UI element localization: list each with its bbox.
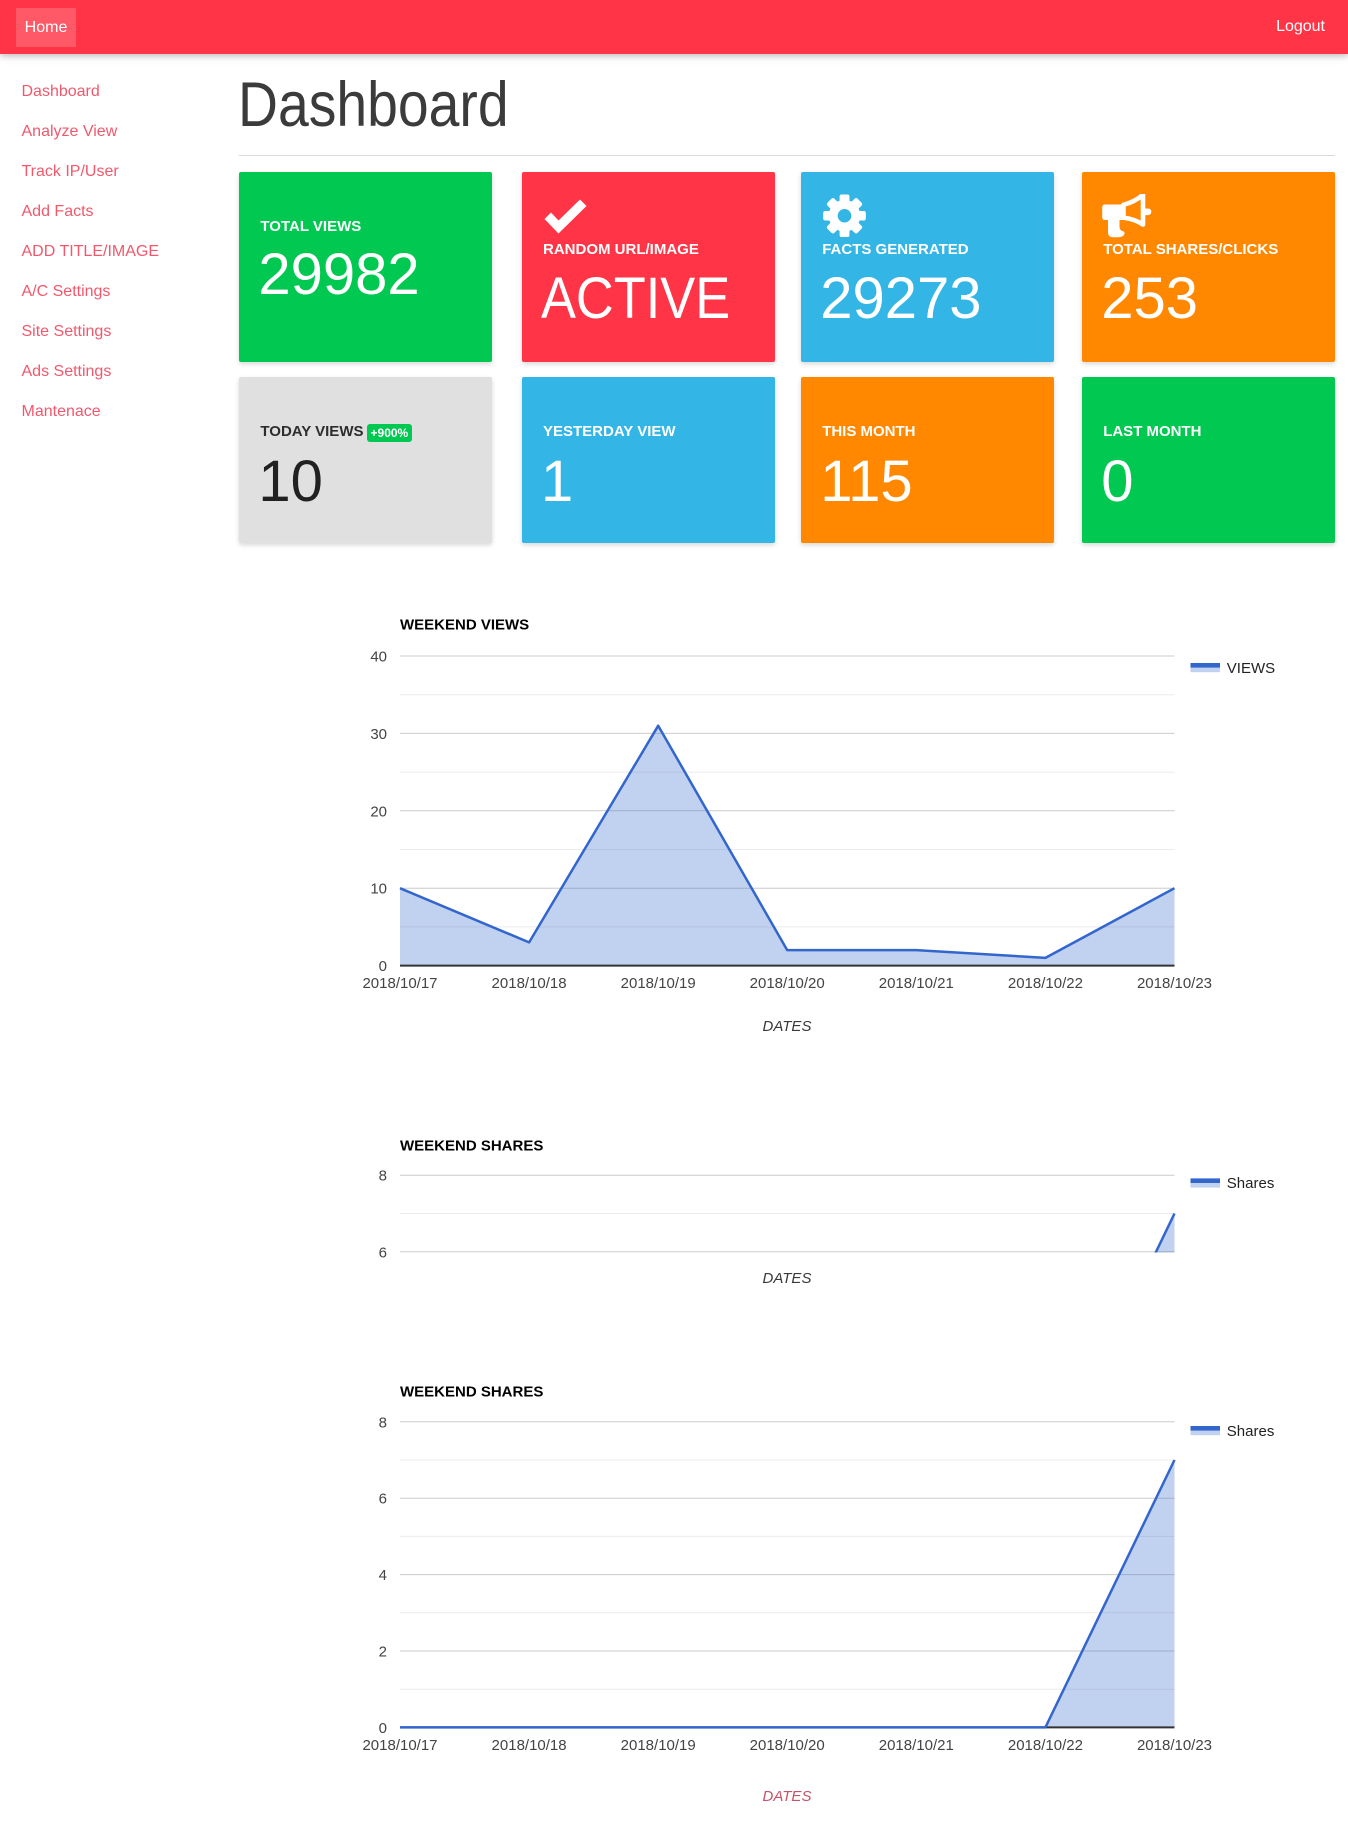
svg-text:WEEKEND SHARES: WEEKEND SHARES: [400, 1138, 543, 1155]
svg-text:8: 8: [379, 1414, 387, 1431]
svg-text:2018/10/22: 2018/10/22: [1008, 975, 1083, 992]
svg-text:2: 2: [379, 1644, 387, 1661]
svg-text:2018/10/21: 2018/10/21: [879, 975, 954, 992]
svg-text:VIEWS: VIEWS: [1227, 660, 1275, 677]
svg-text:30: 30: [370, 726, 387, 743]
svg-text:Shares: Shares: [1227, 1423, 1275, 1440]
svg-text:0: 0: [379, 1720, 387, 1737]
svg-text:2018/10/18: 2018/10/18: [492, 975, 567, 992]
svg-text:DATES: DATES: [763, 1018, 812, 1035]
svg-text:DATES: DATES: [763, 1270, 812, 1287]
svg-text:WEEKEND VIEWS: WEEKEND VIEWS: [400, 617, 529, 634]
svg-text:2018/10/22: 2018/10/22: [1008, 1737, 1083, 1754]
svg-text:0: 0: [379, 958, 387, 975]
svg-text:6: 6: [379, 1491, 387, 1508]
svg-text:2018/10/19: 2018/10/19: [621, 975, 696, 992]
svg-text:20: 20: [370, 803, 387, 820]
svg-text:2018/10/23: 2018/10/23: [1137, 975, 1212, 992]
svg-text:DATES: DATES: [763, 1788, 812, 1805]
svg-text:2018/10/18: 2018/10/18: [492, 1737, 567, 1754]
svg-text:6: 6: [379, 1244, 387, 1261]
svg-text:2018/10/21: 2018/10/21: [879, 1737, 954, 1754]
svg-text:8: 8: [379, 1168, 387, 1185]
svg-text:Shares: Shares: [1227, 1175, 1275, 1192]
svg-text:10: 10: [370, 881, 387, 898]
svg-text:2018/10/23: 2018/10/23: [1137, 1737, 1212, 1754]
svg-text:2018/10/20: 2018/10/20: [750, 975, 825, 992]
svg-text:2018/10/19: 2018/10/19: [621, 1737, 696, 1754]
svg-text:2018/10/17: 2018/10/17: [362, 1737, 437, 1754]
svg-text:40: 40: [370, 649, 387, 666]
svg-text:2018/10/20: 2018/10/20: [750, 1737, 825, 1754]
svg-text:4: 4: [379, 1567, 387, 1584]
svg-text:WEEKEND SHARES: WEEKEND SHARES: [400, 1384, 543, 1401]
svg-text:2018/10/17: 2018/10/17: [362, 975, 437, 992]
